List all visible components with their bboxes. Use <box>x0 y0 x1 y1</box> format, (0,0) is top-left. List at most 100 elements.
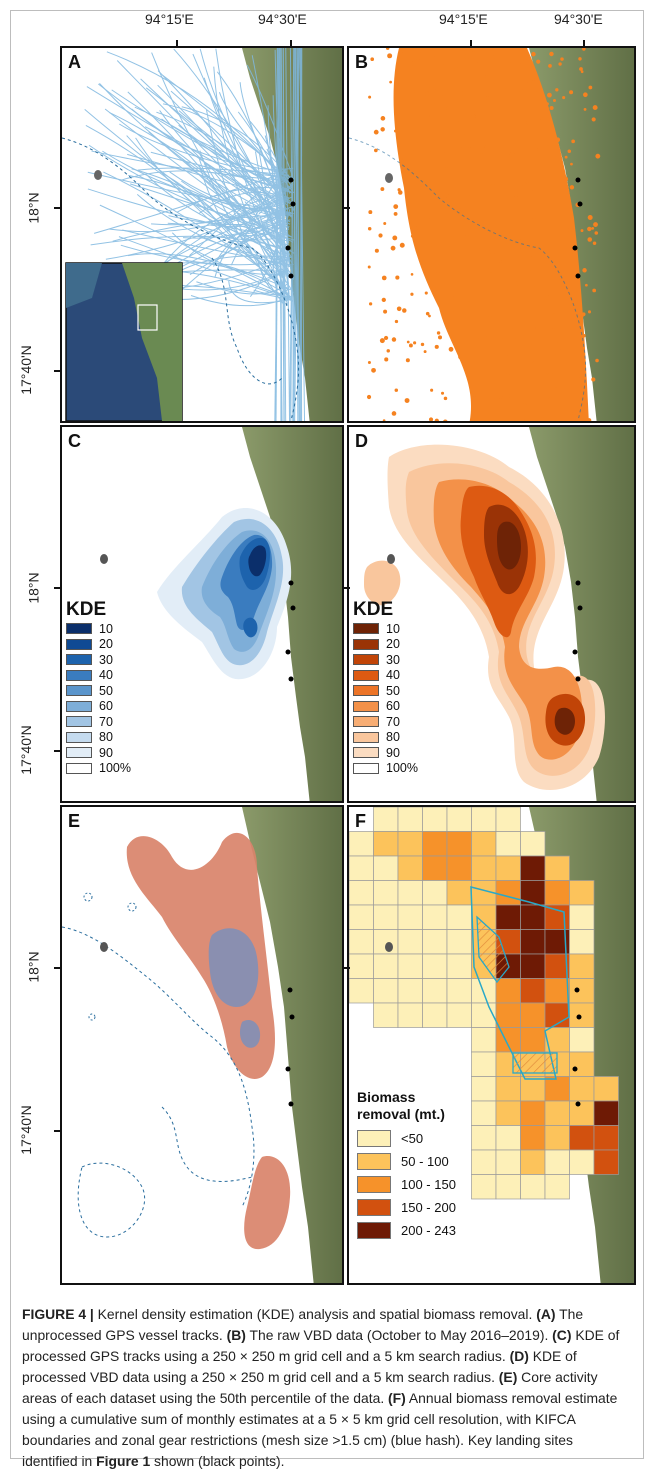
biomass-grid-cell <box>423 832 448 857</box>
biomass-grid-cell <box>496 905 521 930</box>
kde-legend-row: 70 <box>353 714 418 730</box>
biomass-legend-label: 50 - 100 <box>401 1154 449 1169</box>
kde-legend-row: 20 <box>353 637 418 653</box>
biomass-grid-cell <box>496 1028 521 1053</box>
biomass-grid-cell <box>374 881 399 906</box>
panel-a-label: A <box>68 52 81 73</box>
kde-legend-label: 10 <box>99 622 113 636</box>
lat-label-1740n-row1: 17°40'N <box>18 345 34 395</box>
biomass-grid-cell <box>447 979 472 1004</box>
kde-legend-label: 10 <box>386 622 400 636</box>
biomass-grid-cell <box>472 1175 497 1200</box>
biomass-grid-cell <box>447 954 472 979</box>
biomass-legend-row: 100 - 150 <box>357 1173 456 1196</box>
biomass-grid-cell <box>423 930 448 955</box>
kde-legend-label: 20 <box>99 637 113 651</box>
panel-b-label: B <box>355 52 368 73</box>
kde-legend-label: 40 <box>99 668 113 682</box>
tick <box>54 750 61 752</box>
tick <box>343 967 350 969</box>
kde-legend-swatch <box>66 670 92 681</box>
tick <box>470 40 472 47</box>
biomass-grid-cell <box>521 930 546 955</box>
biomass-grid-cell <box>472 832 497 857</box>
caption-d-tag: (D) <box>510 1348 529 1364</box>
caption-fig-number: FIGURE 4 | <box>22 1306 94 1322</box>
kde-legend-swatch <box>66 747 92 758</box>
kde-legend-label: 70 <box>386 715 400 729</box>
biomass-grid-cell <box>398 856 423 881</box>
kde-legend-swatch <box>353 763 379 774</box>
kde-legend-row: 90 <box>66 745 131 761</box>
biomass-grid-cell <box>447 930 472 955</box>
figure-caption: FIGURE 4 | Kernel density estimation (KD… <box>22 1304 632 1472</box>
biomass-grid-cell <box>349 905 374 930</box>
kde-legend-swatch <box>353 654 379 665</box>
panel-b-map <box>349 48 636 423</box>
tick <box>290 40 292 47</box>
biomass-grid-cell <box>472 856 497 881</box>
kde-legend-title-d: KDE <box>353 599 418 621</box>
panel-e-label: E <box>68 811 80 832</box>
caption-figure1-ref: Figure 1 <box>96 1453 150 1469</box>
tick <box>343 207 350 209</box>
tick <box>54 967 61 969</box>
kde-legend-label: 80 <box>99 730 113 744</box>
tick <box>54 207 61 209</box>
biomass-grid-cell <box>398 905 423 930</box>
kde-legend-row: 100% <box>66 761 131 777</box>
biomass-grid-cell <box>570 881 595 906</box>
biomass-grid-cell <box>545 979 570 1004</box>
biomass-grid-cell <box>374 856 399 881</box>
biomass-legend-label: 200 - 243 <box>401 1223 456 1238</box>
biomass-grid-cell <box>423 881 448 906</box>
kde-legend-swatch <box>66 763 92 774</box>
kde-legend-row: 10 <box>66 621 131 637</box>
caption-intro: Kernel density estimation (KDE) analysis… <box>94 1306 536 1322</box>
biomass-grid-cell <box>496 881 521 906</box>
biomass-grid-cell <box>447 832 472 857</box>
panel-b-vbd-points: B <box>347 46 636 423</box>
biomass-grid-cell <box>447 1003 472 1028</box>
kde-legend-row: 40 <box>353 668 418 684</box>
lon-label-top-right-1: 94°15'E <box>439 11 488 27</box>
biomass-grid-cell <box>545 856 570 881</box>
tick <box>583 40 585 47</box>
biomass-grid-cell <box>374 905 399 930</box>
kde-legend-label: 100% <box>99 761 131 775</box>
biomass-grid-cell <box>447 905 472 930</box>
panel-c-label: C <box>68 431 81 452</box>
biomass-grid-cell <box>521 905 546 930</box>
kde-legend-row: 60 <box>353 699 418 715</box>
biomass-grid-cell <box>570 1028 595 1053</box>
panel-a-gps-tracks: A <box>60 46 344 423</box>
panel-a-map <box>62 48 344 423</box>
biomass-grid-cell <box>570 979 595 1004</box>
biomass-grid-cell <box>594 1077 619 1102</box>
kde-legend-swatch <box>353 732 379 743</box>
biomass-grid-cell <box>496 1101 521 1126</box>
tick <box>343 587 350 589</box>
biomass-grid-cell <box>398 1003 423 1028</box>
kde-legend-label: 80 <box>386 730 400 744</box>
biomass-grid-cell <box>349 832 374 857</box>
biomass-grid-cell <box>398 832 423 857</box>
biomass-legend-label: <50 <box>401 1131 423 1146</box>
kde-legend-swatch <box>353 670 379 681</box>
kde-legend-swatch <box>353 623 379 634</box>
biomass-grid-cell <box>545 1175 570 1200</box>
biomass-legend-swatch <box>357 1199 391 1216</box>
kde-legend-row: 80 <box>66 730 131 746</box>
lat-label-1740n-row2: 17°40'N <box>18 725 34 775</box>
biomass-grid-cell <box>570 1052 595 1077</box>
kde-legend-swatch <box>353 685 379 696</box>
biomass-grid-cell <box>447 807 472 832</box>
biomass-grid-cell <box>521 1028 546 1053</box>
kde-legend-swatch <box>353 639 379 650</box>
biomass-grid-cell <box>423 1003 448 1028</box>
